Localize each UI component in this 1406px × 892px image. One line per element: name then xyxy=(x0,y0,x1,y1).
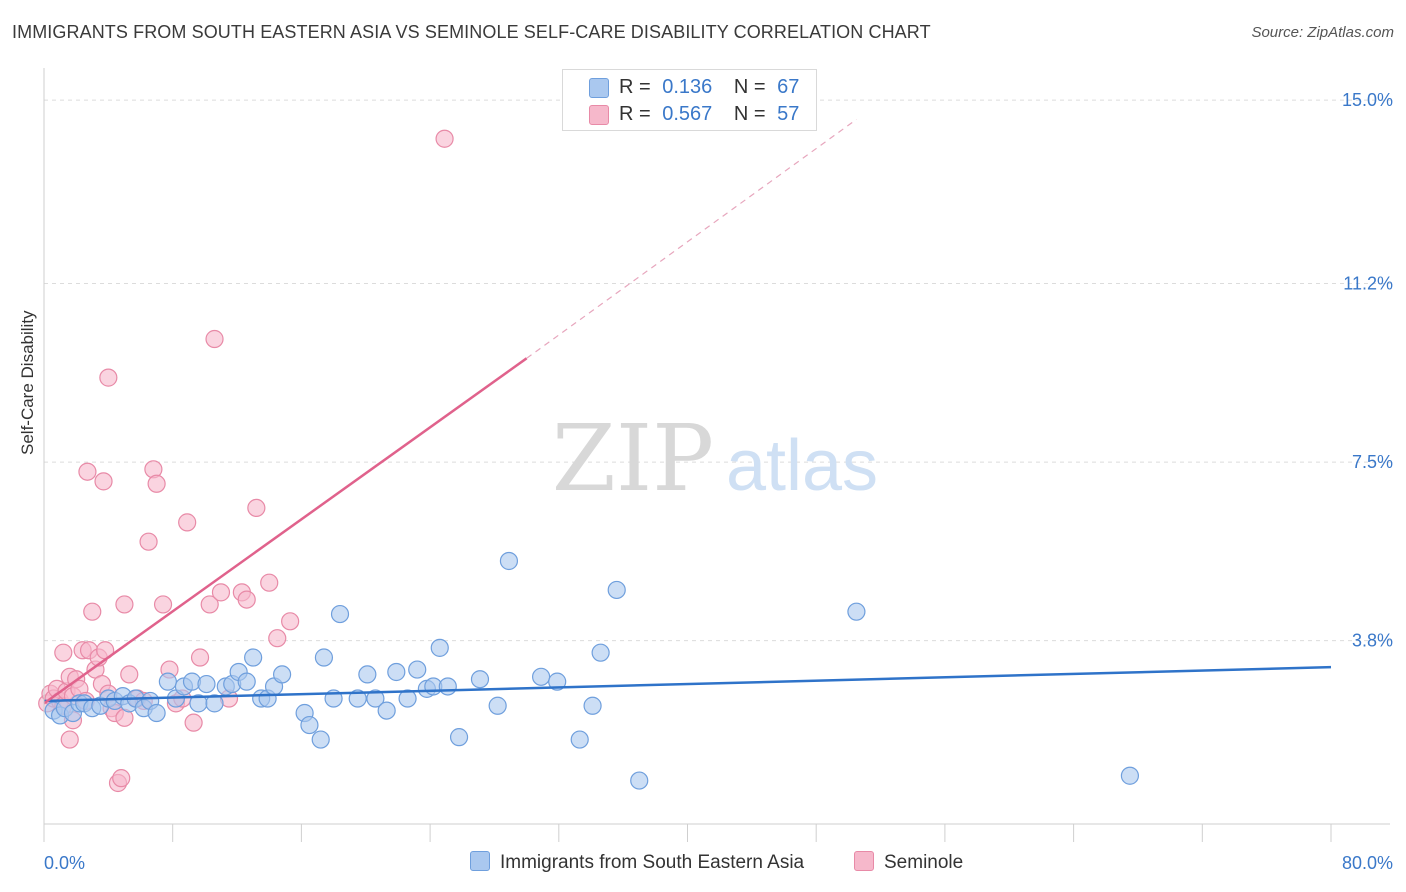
point-immigrants-se-asia xyxy=(237,672,256,691)
point-immigrants-se-asia xyxy=(244,648,263,667)
legend-r-value: 0.567 xyxy=(662,103,713,125)
point-immigrants-se-asia xyxy=(430,638,449,657)
legend-n-label: N = xyxy=(733,103,766,125)
legend-swatch-blue xyxy=(589,78,609,98)
legend-stats: R = 0.136 N = 67 R = 0.567 N = 57 xyxy=(562,69,817,131)
point-immigrants-se-asia xyxy=(438,677,457,696)
legend-r-label: R = xyxy=(619,103,651,125)
trend-line-seminole-extension xyxy=(526,118,857,359)
point-immigrants-se-asia xyxy=(205,694,224,713)
point-immigrants-se-asia xyxy=(314,648,334,667)
point-seminole xyxy=(60,730,79,749)
point-immigrants-se-asia xyxy=(570,730,589,749)
legend-r-value: 0.136 xyxy=(662,76,713,98)
point-immigrants-se-asia xyxy=(548,672,567,691)
point-seminole xyxy=(178,513,197,532)
point-immigrants-se-asia xyxy=(358,665,377,684)
point-immigrants-se-asia xyxy=(607,580,626,600)
legend-item-blue: Immigrants from South Eastern Asia xyxy=(470,851,804,874)
point-immigrants-se-asia xyxy=(532,667,551,686)
point-immigrants-se-asia xyxy=(583,696,602,715)
y-tick-label: 7.5% xyxy=(1352,452,1393,472)
point-immigrants-se-asia xyxy=(470,670,490,689)
point-seminole xyxy=(247,498,266,518)
y-tick-label: 15.0% xyxy=(1342,90,1393,110)
point-seminole xyxy=(200,595,219,614)
source-label: Source: ZipAtlas.com xyxy=(1251,24,1394,41)
legend-swatch-blue xyxy=(470,851,490,871)
legend-label-blue: Immigrants from South Eastern Asia xyxy=(500,852,805,873)
point-immigrants-se-asia xyxy=(449,728,469,747)
legend-n-value: 57 xyxy=(777,103,800,125)
point-seminole xyxy=(205,329,224,349)
legend-swatch-pink xyxy=(854,851,874,871)
point-immigrants-se-asia xyxy=(1120,766,1140,785)
watermark-zip: ZIP xyxy=(552,405,714,512)
point-seminole xyxy=(211,583,231,602)
point-immigrants-se-asia xyxy=(630,771,649,790)
point-immigrants-se-asia xyxy=(408,660,427,679)
point-immigrants-se-asia xyxy=(847,602,866,621)
point-immigrants-se-asia xyxy=(272,665,292,684)
point-immigrants-se-asia xyxy=(158,672,177,691)
point-immigrants-se-asia xyxy=(197,674,216,694)
point-immigrants-se-asia xyxy=(366,689,385,708)
y-axis-label: Self-Care Disability xyxy=(18,310,37,455)
legend-n-label: N = xyxy=(733,76,766,98)
legend-label-pink: Seminole xyxy=(884,852,964,873)
trend-line-immigrants-se-asia xyxy=(43,665,1332,703)
watermark-atlas: atlas xyxy=(726,426,878,506)
y-tick-label: 3.8% xyxy=(1352,631,1393,651)
legend-n-value: 67 xyxy=(777,76,800,98)
point-seminole xyxy=(435,129,454,148)
point-immigrants-se-asia xyxy=(147,703,166,723)
point-immigrants-se-asia xyxy=(300,715,319,735)
trend-layer xyxy=(43,118,1332,705)
point-seminole xyxy=(184,713,203,732)
point-seminole xyxy=(147,474,166,493)
x-tick-label: 0.0% xyxy=(44,853,85,873)
legend-swatch-pink xyxy=(589,105,609,125)
points-layer xyxy=(38,129,1140,793)
point-immigrants-se-asia xyxy=(348,689,367,708)
trend-line-seminole xyxy=(43,357,528,705)
axes-layer xyxy=(43,68,1390,842)
point-seminole xyxy=(153,595,173,614)
tick-labels: 3.8% 7.5% 11.2% 15.0% 0.0% 80.0% xyxy=(44,90,1393,873)
point-seminole xyxy=(139,532,158,551)
point-seminole xyxy=(281,612,300,631)
point-seminole xyxy=(54,643,73,662)
point-immigrants-se-asia xyxy=(387,662,406,682)
x-tick-label: 80.0% xyxy=(1342,853,1393,873)
point-seminole xyxy=(83,602,102,621)
point-seminole xyxy=(120,665,139,684)
point-immigrants-se-asia xyxy=(330,604,350,624)
point-seminole xyxy=(99,368,118,387)
legend-row-pink: R = 0.567 N = 57 xyxy=(589,103,799,126)
point-seminole xyxy=(94,472,113,491)
legend-row-blue: R = 0.136 N = 67 xyxy=(589,76,799,99)
point-seminole xyxy=(260,573,279,592)
legend-item-pink: Seminole xyxy=(854,851,963,874)
point-immigrants-se-asia xyxy=(398,689,417,708)
point-seminole xyxy=(190,648,210,667)
y-tick-label: 11.2% xyxy=(1343,274,1393,294)
point-seminole xyxy=(268,629,287,648)
point-immigrants-se-asia xyxy=(311,730,330,749)
point-immigrants-se-asia xyxy=(591,643,610,662)
point-immigrants-se-asia xyxy=(499,551,519,571)
point-immigrants-se-asia xyxy=(488,696,507,715)
point-seminole xyxy=(115,595,134,614)
point-seminole xyxy=(237,590,256,609)
legend-r-label: R = xyxy=(619,76,651,98)
point-seminole xyxy=(78,462,97,481)
point-seminole xyxy=(112,769,131,788)
chart-title: IMMIGRANTS FROM SOUTH EASTERN ASIA VS SE… xyxy=(12,22,931,42)
point-immigrants-se-asia xyxy=(377,701,396,720)
